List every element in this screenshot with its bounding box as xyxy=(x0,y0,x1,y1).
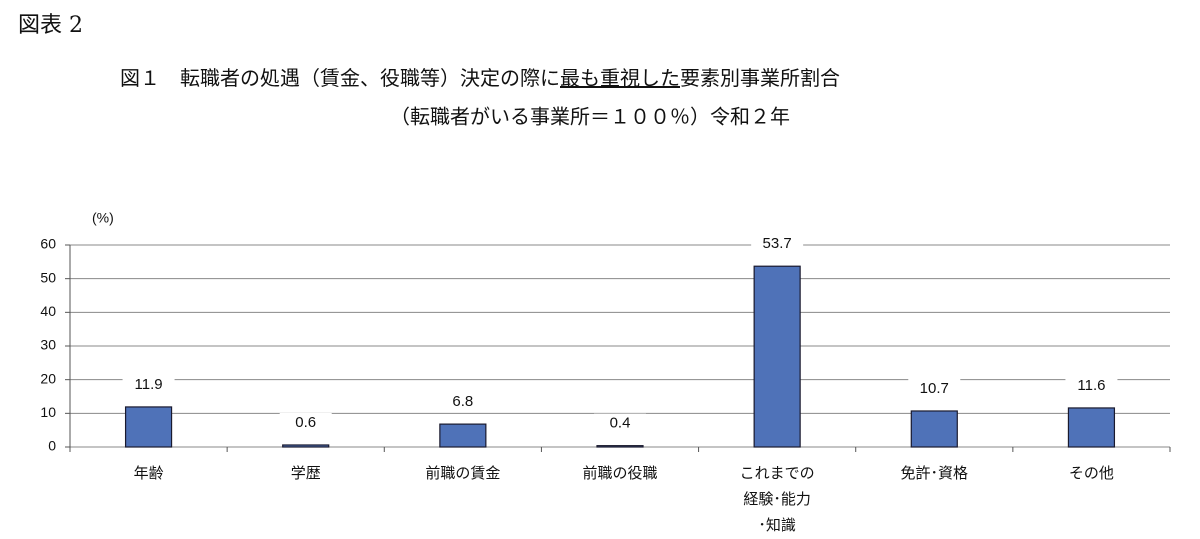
x-tick-label: 免許･資格 xyxy=(901,464,969,482)
bar xyxy=(910,410,958,448)
value-label-bg xyxy=(436,392,489,413)
x-tick-label-line: ･知識 xyxy=(758,516,796,534)
x-tick-label-line: 学歴 xyxy=(291,464,321,482)
y-tick-label: 20 xyxy=(40,370,56,386)
x-tick-label-line: 前職の役職 xyxy=(582,464,657,482)
value-label-bg xyxy=(594,413,646,434)
x-tick-label-line: その他 xyxy=(1069,464,1114,482)
x-tick-label-line: 免許･資格 xyxy=(901,464,969,482)
x-tick-label: 年齢 xyxy=(134,464,164,482)
value-label-bg xyxy=(279,412,332,433)
bar xyxy=(1067,407,1116,448)
bar xyxy=(753,265,801,448)
title-segment: 最も重視した xyxy=(560,66,680,90)
value-label: 11.9 xyxy=(135,376,163,393)
value-label-bg xyxy=(908,378,961,399)
y-axis-label: (%) xyxy=(92,210,114,226)
value-label: 6.8 xyxy=(452,393,473,410)
x-tick-label: 学歴 xyxy=(291,464,321,482)
y-tick-label: 40 xyxy=(40,303,56,319)
value-label-bg xyxy=(1065,375,1118,396)
x-tick-label-line: 年齢 xyxy=(134,464,164,482)
x-tick-label: その他 xyxy=(1069,464,1114,482)
title-segment: 図１ 転職者の処遇（賃金、役職等）決定の際に xyxy=(120,66,560,90)
value-label-bg xyxy=(122,374,175,395)
chart-title: 図１ 転職者の処遇（賃金、役職等）決定の際に最も重視した要素別事業所割合 xyxy=(120,66,840,90)
x-tick-label-line: 前職の賃金 xyxy=(425,464,500,482)
x-tick-label-line: これまでの xyxy=(740,464,815,482)
bar xyxy=(124,406,173,448)
chart-subtitle: （転職者がいる事業所＝１００％）令和２年 xyxy=(390,105,790,129)
value-label: 0.4 xyxy=(610,415,631,432)
bar xyxy=(596,445,644,448)
title-segment: 要素別事業所割合 xyxy=(680,66,840,90)
bar xyxy=(282,444,330,448)
value-label: 53.7 xyxy=(763,235,792,252)
value-label-bg xyxy=(751,234,804,255)
page-header: 図表 2 xyxy=(18,13,83,38)
y-tick-label: 60 xyxy=(40,236,56,252)
value-label: 11.6 xyxy=(1077,377,1105,394)
y-tick-label: 50 xyxy=(40,269,56,285)
value-label: 0.6 xyxy=(295,414,316,431)
x-tick-label-line: 経験･能力 xyxy=(743,490,811,508)
x-tick-label: 前職の役職 xyxy=(582,464,657,482)
y-tick-label: 0 xyxy=(48,438,56,454)
bar xyxy=(439,423,487,448)
y-tick-label: 30 xyxy=(40,337,56,353)
y-tick-label: 10 xyxy=(40,404,56,420)
x-tick-label: 前職の賃金 xyxy=(425,464,500,482)
x-tick-label: これまでの経験･能力 ･知識 xyxy=(740,464,815,534)
value-label: 10.7 xyxy=(920,380,949,397)
